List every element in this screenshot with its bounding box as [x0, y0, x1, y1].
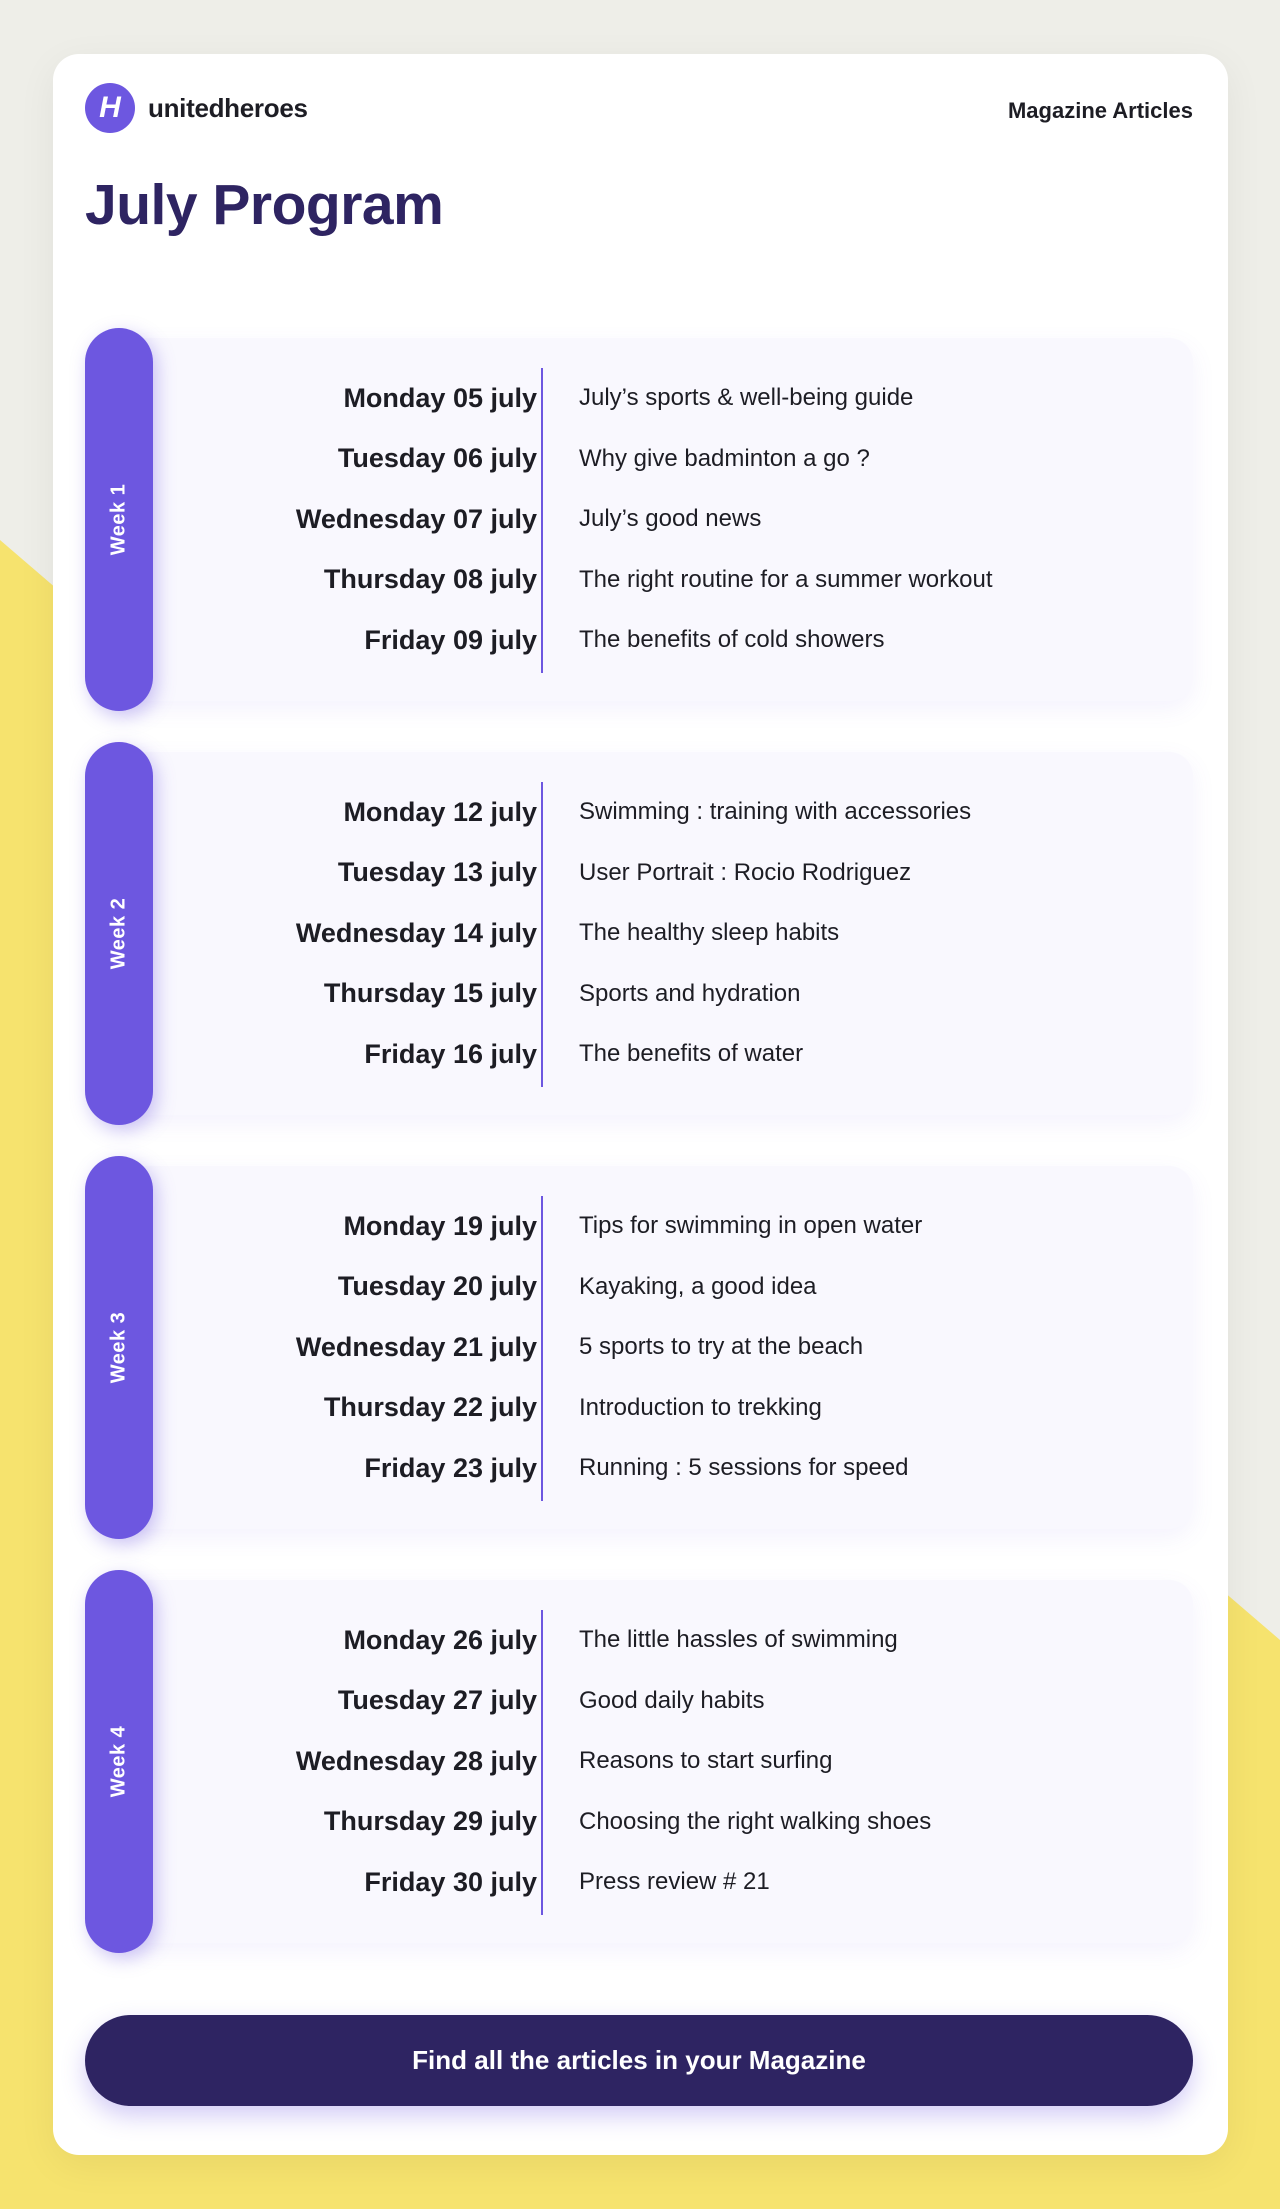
article-title[interactable]: User Portrait : Rocio Rodriguez — [579, 858, 912, 886]
schedule-date: Monday 26 july — [343, 1624, 537, 1655]
divider — [541, 1610, 543, 1915]
article-title[interactable]: Tips for swimming in open water — [579, 1212, 923, 1239]
program-card: H unitedheroes Magazine Articles July Pr… — [53, 54, 1228, 2155]
schedule-date: Thursday 08 july — [323, 564, 537, 594]
article-title[interactable]: 5 sports to try at the beach — [579, 1333, 864, 1360]
divider — [541, 1196, 543, 1501]
article-title[interactable]: The right routine for a summer workout — [579, 565, 993, 593]
schedule-row: Wednesday 28 july Reasons to start surfin… — [85, 1741, 1193, 1781]
article-title[interactable]: Press review # 21 — [579, 1868, 770, 1895]
week-block: Week 1 Monday 05 july July’s sports & well… — [85, 328, 1193, 711]
schedule-date: Tuesday 20 july — [337, 1271, 537, 1301]
find-articles-button[interactable]: Find all the articles in your Magazine — [85, 2015, 1193, 2106]
schedule-row: Tuesday 13 july User Portrait : Rocio Rod… — [85, 853, 1193, 893]
article-title[interactable]: Sports and hydration — [579, 979, 801, 1007]
schedule-date: Monday 12 july — [343, 796, 537, 827]
schedule-date: Tuesday 27 july — [337, 1685, 537, 1715]
schedule-date: Thursday 15 july — [323, 978, 537, 1008]
schedule-row: Thursday 08 july The right routine for a … — [85, 560, 1193, 600]
article-title[interactable]: Introduction to trekking — [579, 1393, 822, 1421]
article-title[interactable]: Kayaking, a good idea — [579, 1272, 817, 1300]
schedule-row: Thursday 29 july Choosing the right walki… — [85, 1802, 1193, 1842]
schedule-row: Monday 19 july Tips for swimming in open … — [85, 1206, 1193, 1246]
week-label-pill: Week 2 — [85, 742, 153, 1125]
schedule-row: Friday 30 july Press review # 21 — [85, 1862, 1193, 1902]
week-block: Week 4 Monday 26 july The little hassles o… — [85, 1570, 1193, 1953]
hashtag-logo-icon: H — [85, 83, 135, 133]
schedule-row: Monday 05 july July’s sports & well-being… — [85, 378, 1193, 418]
schedule-row: Friday 16 july The benefits of water — [85, 1034, 1193, 1074]
article-title[interactable]: Swimming : training with accessories — [579, 798, 972, 825]
schedule-row: Thursday 22 july Introduction to trekking — [85, 1388, 1193, 1428]
schedule-row: Wednesday 21 july 5 sports to try at the … — [85, 1327, 1193, 1367]
article-title[interactable]: Good daily habits — [579, 1686, 765, 1714]
article-title[interactable]: Why give badminton a go ? — [579, 444, 870, 472]
schedule-row: Monday 12 july Swimming : training with a… — [85, 792, 1193, 832]
schedule-date: Friday 16 july — [364, 1038, 537, 1069]
week-block: Week 2 Monday 12 july Swimming : training … — [85, 742, 1193, 1125]
article-title[interactable]: Reasons to start surfing — [579, 1747, 833, 1774]
schedule-date: Monday 19 july — [343, 1210, 537, 1241]
schedule-row: Tuesday 06 july Why give badminton a go ? — [85, 439, 1193, 479]
schedule-date: Friday 09 july — [364, 624, 537, 655]
week-label-pill: Week 1 — [85, 328, 153, 711]
week-label-pill: Week 4 — [85, 1570, 153, 1953]
page-title: July Program — [85, 173, 444, 237]
article-title[interactable]: The healthy sleep habits — [579, 919, 840, 946]
article-title[interactable]: July’s sports & well-being guide — [579, 384, 914, 411]
schedule-date: Monday 05 july — [343, 382, 537, 413]
schedule-date: Wednesday 28 july — [295, 1745, 537, 1776]
schedule-row: Tuesday 27 july Good daily habits — [85, 1681, 1193, 1721]
schedule-row: Tuesday 20 july Kayaking, a good idea — [85, 1267, 1193, 1307]
schedule-row: Thursday 15 july Sports and hydration — [85, 974, 1193, 1014]
week-block: Week 3 Monday 19 july Tips for swimming in… — [85, 1156, 1193, 1539]
schedule-date: Wednesday 21 july — [295, 1331, 537, 1362]
week-panel — [125, 1580, 1193, 1943]
schedule-date: Friday 30 july — [364, 1866, 537, 1897]
article-title[interactable]: July’s good news — [579, 505, 762, 532]
brand-name: unitedheroes — [148, 92, 308, 123]
schedule-date: Thursday 29 july — [323, 1806, 537, 1836]
week-panel — [125, 752, 1193, 1115]
schedule-row: Monday 26 july The little hassles of swim… — [85, 1620, 1193, 1660]
article-title[interactable]: The benefits of water — [579, 1040, 804, 1067]
divider — [541, 368, 543, 673]
divider — [541, 782, 543, 1087]
schedule-row: Friday 23 july Running : 5 sessions for s… — [85, 1448, 1193, 1488]
schedule-date: Wednesday 07 july — [295, 503, 537, 534]
schedule-date: Thursday 22 july — [323, 1392, 537, 1422]
week-panel — [125, 1166, 1193, 1529]
brand-logo[interactable]: H unitedheroes — [85, 83, 308, 133]
schedule-date: Tuesday 06 july — [337, 443, 537, 473]
week-panel — [125, 338, 1193, 701]
schedule-row: Wednesday 14 july The healthy sleep habit… — [85, 913, 1193, 953]
article-title[interactable]: Choosing the right walking shoes — [579, 1807, 932, 1835]
schedule-date: Friday 23 july — [364, 1452, 537, 1483]
schedule-row: Wednesday 07 july July’s good news — [85, 499, 1193, 539]
magazine-articles-label: Magazine Articles — [1007, 98, 1193, 123]
article-title[interactable]: Running : 5 sessions for speed — [579, 1454, 909, 1481]
article-title[interactable]: The benefits of cold showers — [579, 626, 885, 653]
schedule-date: Tuesday 13 july — [337, 857, 537, 887]
schedule-row: Friday 09 july The benefits of cold showe… — [85, 620, 1193, 660]
week-label-pill: Week 3 — [85, 1156, 153, 1539]
article-title[interactable]: The little hassles of swimming — [579, 1626, 898, 1653]
schedule-date: Wednesday 14 july — [295, 917, 537, 948]
